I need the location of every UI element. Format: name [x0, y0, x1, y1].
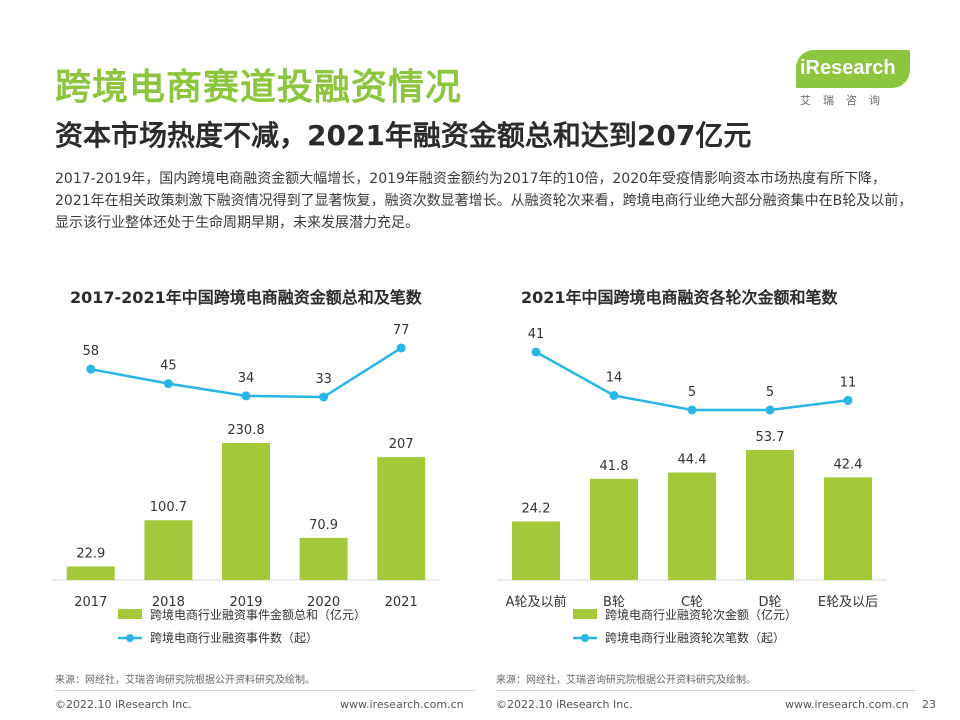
- legend-line-label: 跨境电商行业融资事件数（起）: [150, 630, 318, 645]
- funding-by-round-chart: 24.2 41.8 44.4 53.7 42.4 41 14 5 5 11 A轮及以前 B轮 C轮 D轮 E…: [497, 327, 887, 645]
- bar-value-label: 41.8: [600, 459, 629, 474]
- legend-bar-swatch: [573, 609, 597, 619]
- line-series: [535, 350, 849, 412]
- bar-value-label: 24.2: [522, 501, 551, 516]
- bar-value-label: 42.4: [834, 457, 863, 472]
- bar: [144, 520, 193, 580]
- x-tick-label: A轮及以前: [506, 594, 567, 610]
- logo-leaf-icon: [796, 50, 910, 88]
- bar-value-label: 44.4: [678, 453, 707, 468]
- footer-url-right[interactable]: www.iresearch.com.cn: [785, 698, 909, 711]
- line-value-label: 41: [528, 327, 545, 342]
- line-point: [396, 343, 406, 353]
- line-point: [531, 347, 541, 357]
- chart-title-right: 2021年中国跨境电商融资各轮次金额和笔数: [521, 288, 838, 307]
- bar-value-label: 53.7: [756, 430, 785, 445]
- bar: [746, 450, 794, 580]
- bar-value-label: 100.7: [150, 500, 187, 515]
- line-value-label: 14: [606, 371, 623, 386]
- line-point: [86, 364, 96, 374]
- line-value-label: 33: [315, 372, 332, 387]
- x-tick-label: B轮: [603, 595, 625, 610]
- logo-chinese: 艾瑞咨询: [800, 94, 892, 107]
- x-tick-label: 2021: [385, 595, 418, 610]
- bar: [299, 537, 348, 580]
- legend-bar-label: 跨境电商行业融资轮次金额（亿元）: [605, 607, 797, 622]
- line-point: [241, 391, 251, 401]
- line-point: [687, 405, 697, 415]
- line-point: [609, 391, 619, 400]
- line-point: [163, 379, 173, 389]
- line-value-label: 34: [238, 371, 255, 386]
- bar-value-label: 230.8: [227, 423, 264, 438]
- footer-copyright-right: ©2022.10 iResearch Inc.: [496, 698, 633, 711]
- legend-line-marker: [581, 634, 589, 642]
- line-value-label: 77: [393, 323, 410, 338]
- footer-url-left[interactable]: www.iresearch.com.cn: [340, 698, 464, 711]
- bar-value-label: 22.9: [76, 546, 105, 561]
- x-tick-label: 2019: [229, 595, 262, 610]
- page-number: 23: [922, 698, 936, 711]
- line-point: [843, 395, 853, 405]
- source-note-right: 来源：网经社，艾瑞咨询研究院根据公开资料研究及绘制。: [496, 675, 756, 686]
- x-tick-label: E轮及以后: [818, 595, 878, 610]
- legend-line-marker: [126, 634, 134, 642]
- footer-divider-right: [496, 690, 916, 691]
- line-value-label: 5: [688, 385, 696, 400]
- chart-title-left: 2017-2021年中国跨境电商融资金额总和及笔数: [70, 288, 422, 307]
- line-value-label: 5: [766, 385, 774, 400]
- line-value-label: 58: [83, 344, 100, 359]
- line-point: [319, 392, 329, 402]
- funding-by-year-chart: 22.9 100.7 230.8 70.9 207 58 45 34 33 77 2017 2018 2…: [52, 323, 440, 645]
- bar: [590, 478, 638, 580]
- bar: [512, 521, 560, 580]
- x-tick-label: 2018: [152, 595, 185, 610]
- bar: [668, 472, 716, 580]
- line-value-label: 45: [160, 359, 177, 374]
- line-point: [765, 405, 775, 415]
- legend-line-label: 跨境电商行业融资轮次笔数（起）: [605, 630, 785, 645]
- legend-bar-swatch: [118, 609, 142, 619]
- bar-value-label: 207: [389, 437, 414, 452]
- bar-value-label: 70.9: [309, 518, 338, 533]
- page-subtitle: 资本市场热度不减，2021年融资金额总和达到207亿元: [55, 119, 752, 152]
- bar: [66, 566, 115, 580]
- footer-divider-left: [55, 690, 475, 691]
- line-value-label: 11: [840, 375, 857, 390]
- source-note-left: 来源：网经社，艾瑞咨询研究院根据公开资料研究及绘制。: [55, 675, 315, 686]
- x-tick-label: 2020: [307, 595, 340, 610]
- iresearch-logo: iResearch 艾瑞咨询: [790, 50, 910, 107]
- logo-brand: iResearch: [800, 57, 896, 79]
- bar: [222, 443, 270, 580]
- bar: [824, 477, 872, 580]
- intro-paragraph: 2017-2019年，国内跨境电商融资金额大幅增长，2019年融资金额约为201…: [55, 171, 913, 231]
- bar: [377, 457, 426, 580]
- x-tick-label: D轮: [758, 595, 781, 610]
- x-tick-label: C轮: [681, 595, 703, 610]
- legend-bar-label: 跨境电商行业融资事件金额总和（亿元）: [150, 607, 366, 622]
- footer-copyright-left: ©2022.10 iResearch Inc.: [55, 698, 192, 711]
- page-title: 跨境电商赛道投融资情况: [55, 67, 463, 108]
- x-tick-label: 2017: [74, 595, 107, 610]
